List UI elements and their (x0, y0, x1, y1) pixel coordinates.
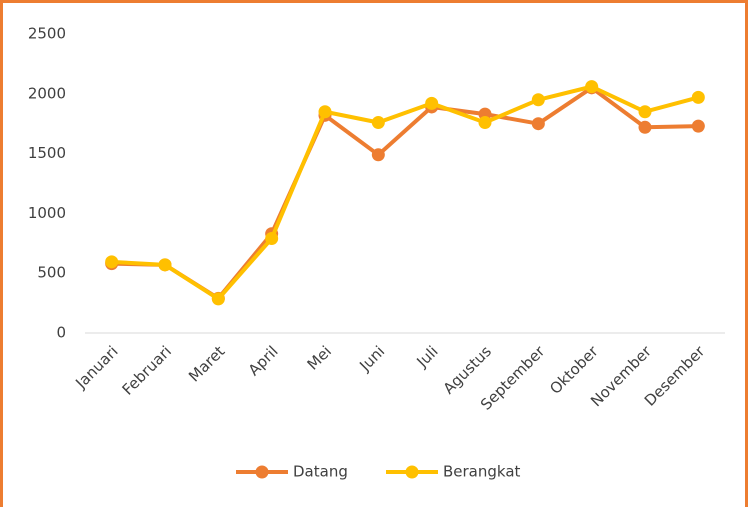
data-point (478, 116, 492, 130)
data-point (318, 105, 332, 119)
x-tick-label: Januari (71, 342, 121, 392)
y-tick-label: 0 (56, 324, 66, 342)
series-line (111, 85, 699, 301)
x-tick-label: Mei (304, 342, 335, 373)
data-point (211, 292, 225, 306)
data-point (585, 80, 599, 94)
series-line (111, 84, 699, 301)
data-point (531, 93, 545, 107)
x-tick-label: Maret (185, 342, 228, 385)
legend-label: Berangkat (443, 463, 521, 481)
data-point (371, 148, 385, 162)
x-tick-label: Juli (412, 342, 441, 371)
x-tick-label: Juni (355, 342, 388, 375)
y-tick-label: 2000 (28, 84, 66, 102)
data-point (158, 258, 172, 272)
y-tick-label: 1500 (28, 144, 66, 162)
data-point (265, 232, 279, 246)
x-tick-label: Agustus (440, 342, 496, 398)
y-tick-label: 500 (37, 264, 66, 282)
data-point (371, 116, 385, 130)
data-point (638, 120, 652, 134)
legend-marker (255, 465, 269, 479)
data-point (691, 90, 705, 104)
y-tick-label: 1000 (28, 204, 66, 222)
data-point (425, 96, 439, 110)
data-point (638, 105, 652, 119)
y-tick-label: 2500 (28, 25, 66, 43)
data-point (531, 117, 545, 131)
legend-label: Datang (293, 463, 348, 481)
legend-marker (405, 465, 419, 479)
data-point (105, 255, 119, 269)
data-point (691, 119, 705, 133)
x-tick-label: Februari (119, 342, 175, 398)
x-tick-label: April (245, 342, 282, 379)
